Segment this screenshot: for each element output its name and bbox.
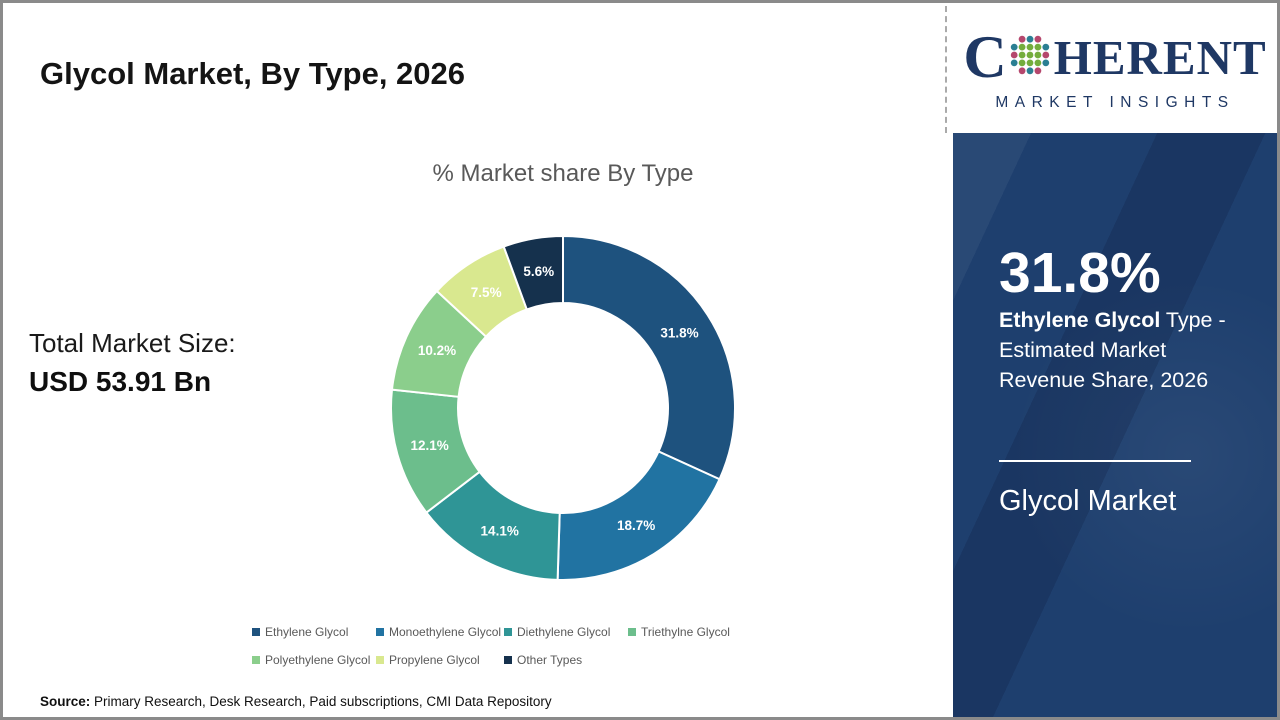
legend-swatch [252, 656, 260, 664]
highlight-percentage: 31.8% [999, 241, 1161, 305]
brand-wordmark: C HERENT [963, 27, 1266, 87]
legend-label: Triethylne Glycol [641, 625, 730, 639]
legend-item-propylene-glycol: Propylene Glycol [376, 653, 480, 667]
highlight-description-bold: Ethylene Glycol [999, 308, 1161, 332]
legend-label: Other Types [517, 653, 583, 667]
legend-label: Monoethylene Glycol [389, 625, 502, 639]
donut-chart: 31.8% 18.7% 14.1% 12.1% 10.2% 7.5% 5.6% [390, 234, 736, 581]
legend-label: Propylene Glycol [389, 653, 480, 667]
legend-item-monoethylene-glycol: Monoethylene Glycol [376, 625, 501, 639]
legend-item-ethylene-glycol: Ethylene Glycol [252, 625, 348, 639]
highlight-description-rest: Type - Estimated Market Revenue Share, 2… [999, 308, 1226, 392]
legend-swatch [504, 628, 512, 636]
source-label: Source: [40, 694, 91, 709]
donut-slice-ethylene-glycol [562, 234, 736, 481]
total-market-size-label: Total Market Size: [29, 328, 236, 358]
donut-label-ethylene-glycol: 31.8% [660, 326, 698, 341]
source-note: Source: Primary Research, Desk Research,… [40, 694, 552, 709]
legend-item-diethylene-glycol: Diethylene Glycol [504, 625, 610, 639]
donut-slice-monoethylene-glycol [556, 450, 721, 581]
brand-letters-herent: HERENT [1053, 29, 1267, 85]
donut-label-triethylne-glycol: 12.1% [410, 438, 448, 453]
total-market-size-value: USD 53.91 Bn [29, 366, 212, 397]
legend-swatch [628, 628, 636, 636]
sidebar-separator [999, 460, 1191, 462]
source-text: Primary Research, Desk Research, Paid su… [90, 694, 552, 709]
legend-item-polyethylene-glycol: Polyethylene Glycol [252, 653, 370, 667]
legend-swatch [504, 656, 512, 664]
donut-label-monoethylene-glycol: 18.7% [617, 518, 655, 533]
legend-item-other-types: Other Types [504, 653, 582, 667]
legend-label: Polyethylene Glycol [265, 653, 371, 667]
brand-logo: C HERENT MARKET INSIGHTS [950, 6, 1277, 133]
donut-slice-other-types [502, 234, 564, 311]
brand-letter-c: C [963, 24, 1007, 90]
donut-label-polyethylene-glycol: 10.2% [418, 343, 456, 358]
globe-icon [1010, 35, 1049, 75]
legend-swatch [252, 628, 260, 636]
sidebar-market-title: Glycol Market [999, 485, 1177, 517]
donut-label-propylene-glycol: 7.5% [471, 285, 502, 300]
legend-swatch [376, 656, 384, 664]
highlight-sidebar: 31.8% Ethylene Glycol Type - Estimated M… [953, 133, 1277, 717]
legend-label: Ethylene Glycol [265, 625, 349, 639]
legend-swatch [376, 628, 384, 636]
highlight-description: Ethylene Glycol Type - Estimated Market … [999, 305, 1237, 395]
donut-label-diethylene-glycol: 14.1% [481, 524, 519, 539]
legend-item-triethylne-glycol: Triethylne Glycol [628, 625, 730, 639]
brand-tagline: MARKET INSIGHTS [995, 94, 1235, 111]
chart-title: % Market share By Type [432, 160, 694, 187]
donut-label-other-types: 5.6% [523, 264, 554, 279]
page-title: Glycol Market, By Type, 2026 [40, 55, 466, 91]
dashed-divider [945, 6, 947, 133]
legend-label: Diethylene Glycol [517, 625, 611, 639]
